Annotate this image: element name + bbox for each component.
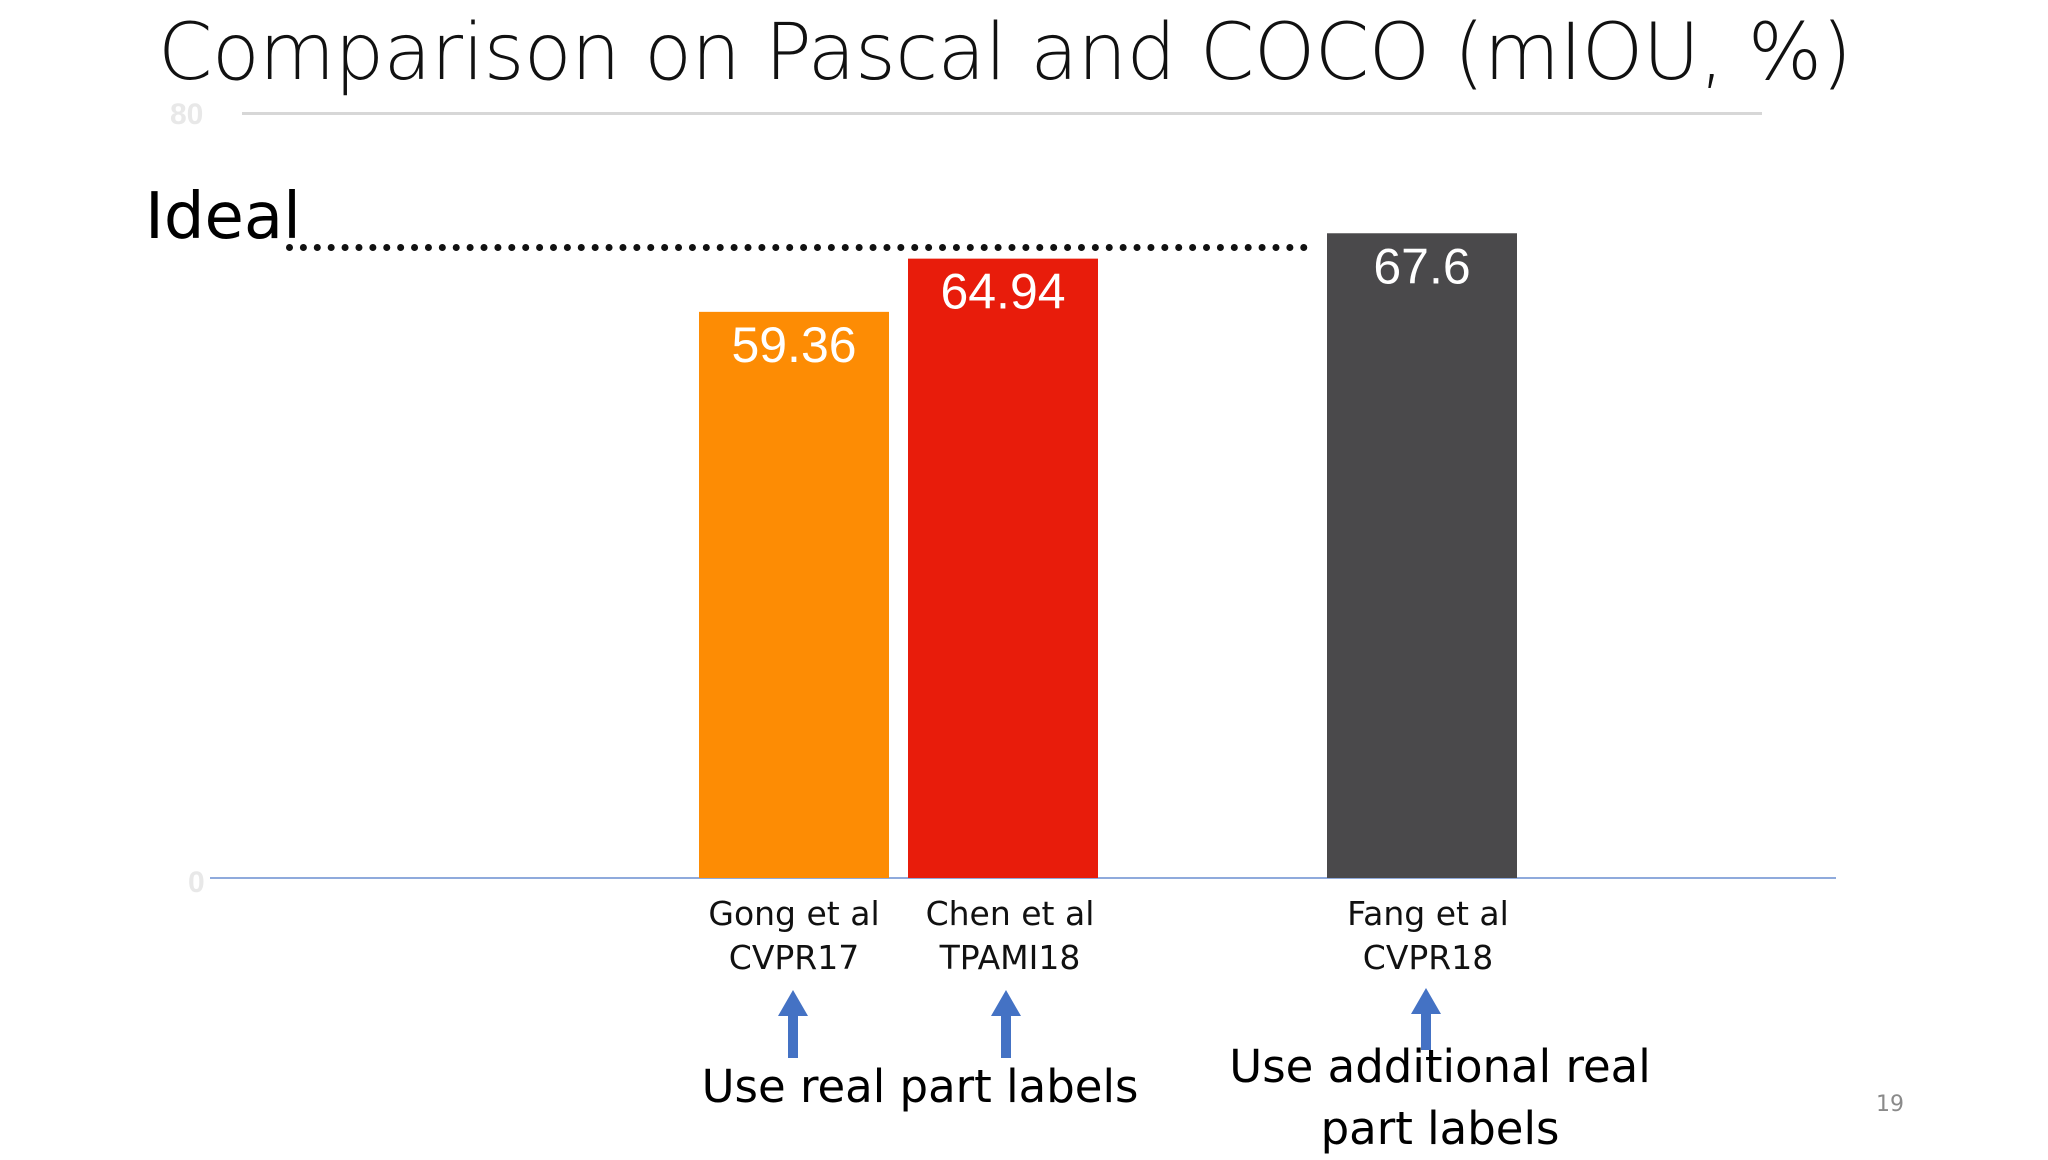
note-line2: part labels xyxy=(1320,1102,1560,1155)
ideal-line xyxy=(286,244,1308,251)
arrow-up-icon xyxy=(778,990,808,1058)
category-label-line2: TPAMI18 xyxy=(939,938,1081,977)
category-label-fang: Fang et al CVPR18 xyxy=(1308,892,1548,980)
arrow-up-icon xyxy=(1411,988,1441,1050)
bar-value-label: 59.36 xyxy=(731,317,856,373)
category-label-chen: Chen et al TPAMI18 xyxy=(890,892,1130,980)
bar-chen xyxy=(908,258,1098,878)
note-line1: Use additional real xyxy=(1229,1040,1651,1093)
category-label-line2: CVPR17 xyxy=(728,938,860,977)
category-label-line2: CVPR18 xyxy=(1362,938,1494,977)
category-label-gong: Gong et al CVPR17 xyxy=(674,892,914,980)
category-label-line1: Chen et al xyxy=(925,894,1095,933)
arrow-up-icon xyxy=(991,990,1021,1058)
bar-fang xyxy=(1327,233,1517,878)
note-additional-labels: Use additional real part labels xyxy=(1220,1036,1660,1160)
ideal-label: Ideal xyxy=(145,180,301,254)
note-real-part-labels: Use real part labels xyxy=(701,1060,1139,1113)
category-label-line1: Fang et al xyxy=(1347,894,1509,933)
y-tick-zero: 0 xyxy=(188,866,205,899)
slide-title: Comparison on Pascal and COCO (mIOU, %) xyxy=(158,8,1852,98)
category-label-line1: Gong et al xyxy=(708,894,880,933)
y-tick-top: 80 xyxy=(170,98,204,131)
title-rule xyxy=(242,112,1762,115)
bar-value-label: 67.6 xyxy=(1373,238,1470,294)
bar-value-label: 64.94 xyxy=(940,264,1065,320)
page-number: 19 xyxy=(1876,1092,1904,1117)
bar-gong xyxy=(699,311,889,878)
